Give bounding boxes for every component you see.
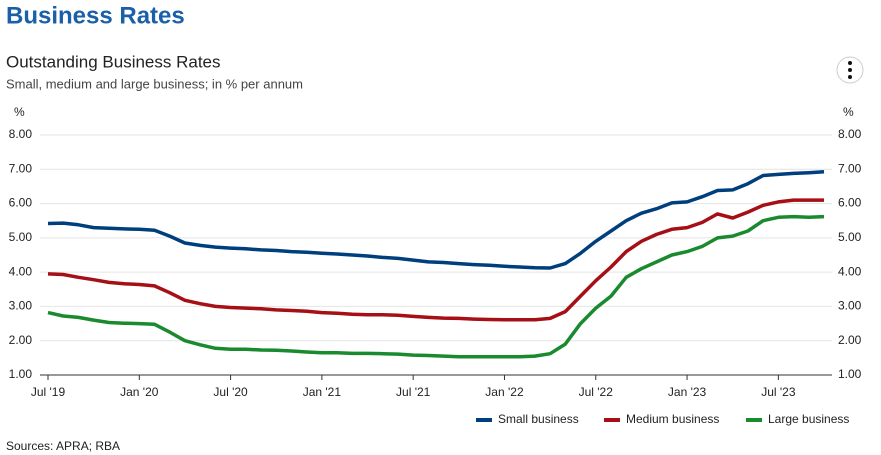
chart-subtitle: Small, medium and large business; in % p… (6, 76, 303, 91)
y2-tick-label: 4.00 (838, 264, 862, 278)
x-tick-label: Jul '21 (396, 385, 431, 399)
y-tick-label: 5.00 (9, 230, 33, 244)
chart-title: Outstanding Business Rates (6, 52, 221, 71)
y2-tick-label: 2.00 (838, 333, 862, 347)
y-tick-label: 2.00 (9, 333, 33, 347)
y-tick-label: 7.00 (9, 161, 33, 175)
legend-label: Large business (768, 412, 849, 426)
x-tick-label: Jul '19 (31, 385, 66, 399)
y-unit: % (14, 105, 25, 119)
y-tick-label: 4.00 (9, 264, 33, 278)
series-line (47, 198, 824, 322)
x-tick-label: Jan '23 (668, 385, 707, 399)
legend-label: Medium business (626, 412, 719, 426)
y-tick-label: 3.00 (9, 299, 33, 313)
x-tick-label: Jan '22 (485, 385, 524, 399)
page-title: Business Rates (6, 2, 185, 29)
x-tick-label: Jan '20 (120, 385, 159, 399)
menu-button[interactable] (836, 56, 864, 84)
y2-tick-label: 8.00 (838, 127, 862, 141)
x-tick-label: Jul '23 (761, 385, 796, 399)
y2-tick-label: 7.00 (838, 161, 862, 175)
y-tick-label: 1.00 (9, 367, 33, 381)
y2-tick-label: 6.00 (838, 196, 862, 210)
y-tick-label: 6.00 (9, 196, 33, 210)
series-line (47, 214, 825, 359)
x-tick-label: Jul '20 (213, 385, 248, 399)
y2-tick-label: 5.00 (838, 230, 862, 244)
x-tick-label: Jul '22 (579, 385, 614, 399)
series-line (47, 169, 825, 270)
y2-tick-label: 3.00 (838, 299, 862, 313)
y2-unit: % (843, 105, 854, 119)
source: Sources: APRA; RBA (6, 439, 120, 453)
x-tick-label: Jan '21 (303, 385, 342, 399)
legend-label: Small business (498, 412, 579, 426)
y-tick-label: 8.00 (9, 127, 33, 141)
y2-tick-label: 1.00 (838, 367, 862, 381)
